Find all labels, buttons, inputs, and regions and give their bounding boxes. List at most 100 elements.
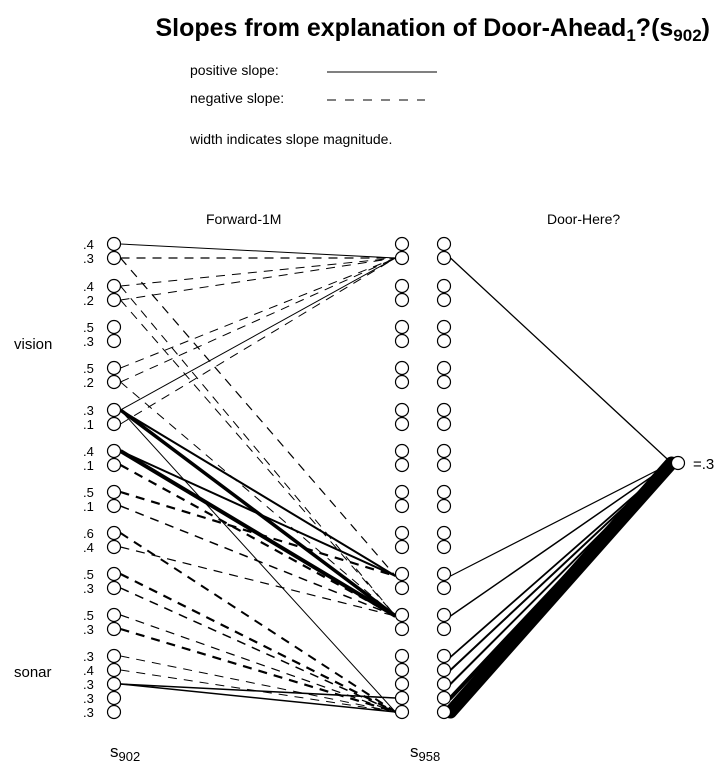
input-edge [120, 683, 396, 699]
input-value-label: .5 [83, 361, 94, 376]
hidden-node-right [436, 690, 452, 706]
input-node [106, 580, 122, 596]
input-edge [120, 257, 396, 369]
input-node [106, 704, 122, 720]
output-node [670, 455, 686, 471]
hidden-node [394, 319, 410, 335]
output-edge [449, 462, 673, 577]
input-node [106, 539, 122, 555]
hidden-node-right [436, 662, 452, 678]
input-edge [119, 409, 397, 577]
hidden-node [394, 457, 410, 473]
side-label-sonar: sonar [14, 664, 52, 681]
hidden-node [394, 498, 410, 514]
title-prefix: Slopes from explanation of Door-Ahead [155, 14, 627, 42]
input-node [106, 621, 122, 637]
input-edge [120, 243, 396, 259]
hidden-node [394, 607, 410, 623]
title-suffix: ) [701, 14, 710, 42]
hidden-node-right [436, 292, 452, 308]
hidden-node-right [436, 333, 452, 349]
input-edge [120, 450, 396, 577]
hidden-node-right [436, 566, 452, 582]
input-node [106, 374, 122, 390]
legend-positive-label: positive slope: [190, 62, 279, 78]
footer-s958: s958 [410, 742, 441, 764]
input-value-label: .1 [83, 417, 94, 432]
hidden-node-right [436, 498, 452, 514]
hidden-node-right [436, 457, 452, 473]
hidden-node [394, 360, 410, 376]
hidden-node [394, 566, 410, 582]
input-edge [120, 299, 396, 617]
input-edge [120, 257, 396, 577]
hidden-node-right [436, 648, 452, 664]
hidden-node [394, 525, 410, 541]
hidden-node [394, 484, 410, 500]
input-edge [120, 381, 396, 617]
input-value-label: .4 [83, 237, 94, 252]
hidden-node-right [436, 250, 452, 266]
hidden-node [394, 333, 410, 349]
input-value-label: .3 [83, 705, 94, 720]
input-value-label: .2 [83, 375, 94, 390]
input-value-label: .1 [83, 499, 94, 514]
hidden-node [394, 648, 410, 664]
input-value-label: .3 [83, 649, 94, 664]
input-node [106, 662, 122, 678]
hidden-node [394, 416, 410, 432]
input-edge [120, 257, 396, 383]
input-node [106, 566, 122, 582]
input-node [106, 525, 122, 541]
input-edge [120, 683, 396, 713]
input-value-label: .4 [83, 279, 94, 294]
hidden-node [394, 621, 410, 637]
title-sub1: 1 [626, 26, 636, 45]
input-value-label: .5 [83, 320, 94, 335]
input-node [106, 278, 122, 294]
input-node [106, 498, 122, 514]
hidden-node-right [436, 539, 452, 555]
input-node [106, 690, 122, 706]
hidden-node [394, 690, 410, 706]
input-node [106, 402, 122, 418]
input-edge [120, 257, 396, 301]
input-value-label: .3 [83, 403, 94, 418]
hidden-node-right [436, 676, 452, 692]
input-edge [119, 449, 397, 618]
hidden-node-right [436, 607, 452, 623]
input-node [106, 457, 122, 473]
input-node [106, 360, 122, 376]
input-node [106, 416, 122, 432]
input-edge [120, 257, 396, 425]
input-node [106, 292, 122, 308]
input-edge [120, 669, 396, 713]
input-value-label: .3 [83, 581, 94, 596]
hidden-node [394, 278, 410, 294]
hidden-node-right [436, 236, 452, 252]
hidden-node-right [436, 484, 452, 500]
hidden-node [394, 250, 410, 266]
input-value-label: .5 [83, 608, 94, 623]
input-value-label: .3 [83, 334, 94, 349]
hidden-node-right [436, 580, 452, 596]
input-edge [120, 573, 396, 713]
input-value-label: .5 [83, 485, 94, 500]
hidden-node-right [436, 525, 452, 541]
hidden-node [394, 662, 410, 678]
hidden-node-right [436, 360, 452, 376]
input-node [106, 607, 122, 623]
hidden-node-right [436, 416, 452, 432]
hidden-node [394, 580, 410, 596]
hidden-node-right [436, 704, 452, 720]
hidden-node-right [436, 374, 452, 390]
hidden-node [394, 539, 410, 555]
input-node [106, 236, 122, 252]
input-edge [120, 627, 396, 714]
hidden-node-right [436, 402, 452, 418]
input-value-label: .1 [83, 458, 94, 473]
hidden-node [394, 292, 410, 308]
input-node [106, 484, 122, 500]
input-value-label: .4 [83, 540, 94, 555]
